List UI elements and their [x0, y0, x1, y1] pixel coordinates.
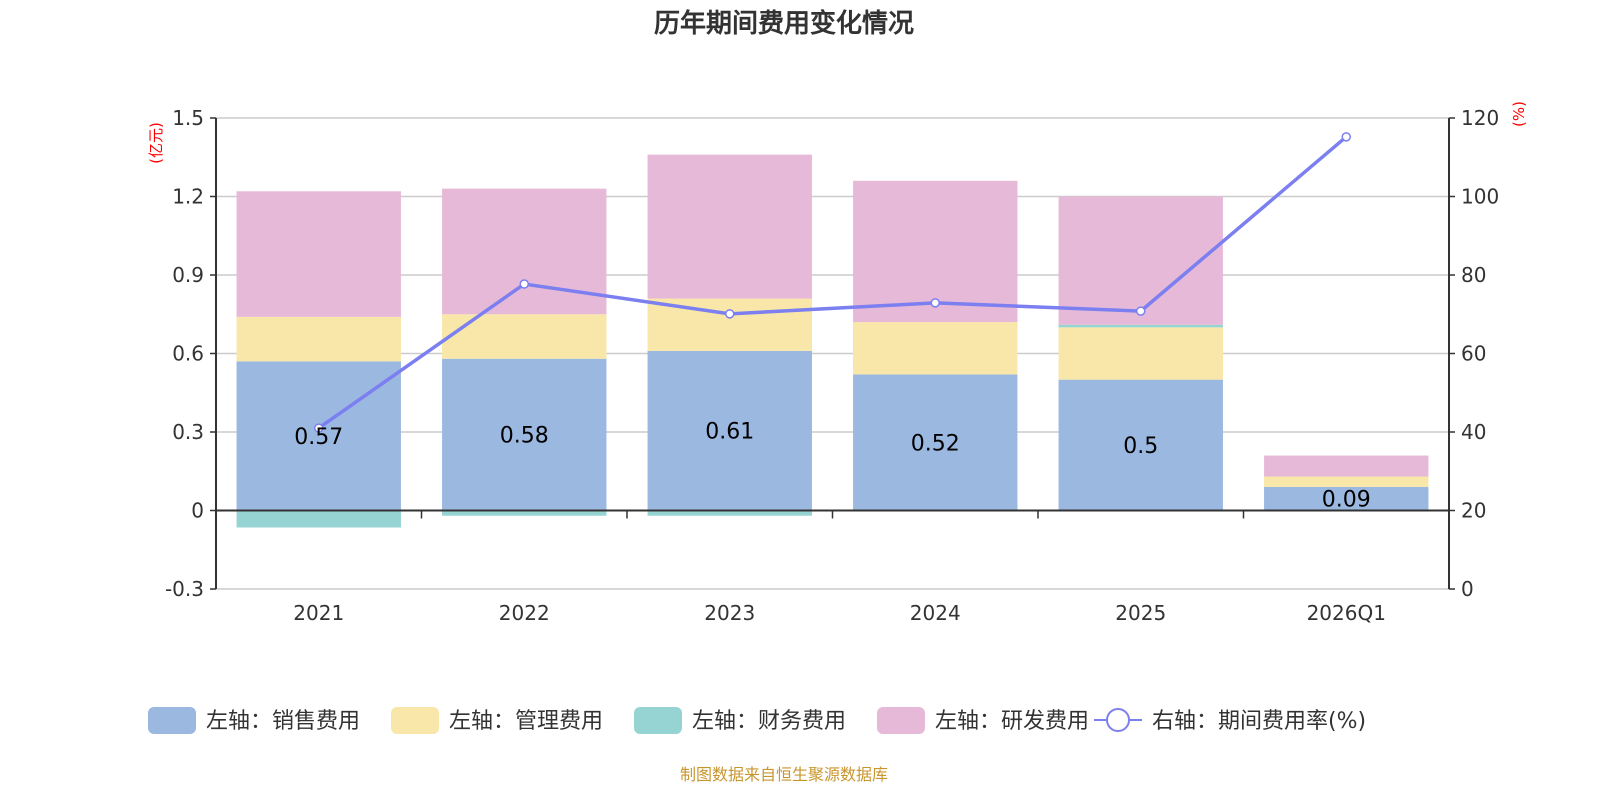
bar-segment — [853, 374, 1018, 511]
data-label: 0.5 — [1123, 434, 1158, 459]
bar-segment — [647, 154, 812, 299]
rate-line — [314, 132, 1351, 433]
legend-swatch — [634, 707, 682, 734]
rate-point — [725, 309, 735, 319]
bar-segment — [1058, 196, 1223, 325]
bar-segment — [1058, 327, 1223, 380]
bar-segment — [236, 510, 401, 528]
left-axis-tick-label: 1.2 — [172, 185, 204, 209]
x-axis-tick-label: 2022 — [499, 601, 550, 625]
legend-item: 左轴：管理费用 — [391, 707, 603, 734]
x-axis-tick-label: 2021 — [293, 601, 344, 625]
left-axis-tick-label: 0.3 — [172, 420, 204, 444]
legend-marker-icon — [1106, 708, 1130, 732]
left-axis-tick-label: 0.9 — [172, 263, 204, 287]
legend-item: 左轴：财务费用 — [634, 707, 846, 734]
data-label: 0.57 — [294, 425, 343, 450]
x-axis-tick-label: 2026Q1 — [1307, 601, 1386, 625]
source-note: 制图数据来自恒生聚源数据库 — [680, 765, 888, 784]
legend-item: 右轴：期间费用率(%) — [1094, 708, 1366, 734]
right-axis-tick-label: 0 — [1461, 577, 1474, 601]
right-axis-tick-label: 100 — [1461, 185, 1499, 209]
bar-segment — [442, 188, 607, 315]
bar-segment — [236, 316, 401, 362]
data-label: 0.09 — [1322, 488, 1371, 513]
bar-segment — [1058, 324, 1223, 328]
data-label: 0.61 — [705, 420, 754, 445]
chart-title: 历年期间费用变化情况 — [654, 8, 914, 39]
legend: 左轴：销售费用 左轴：管理费用 左轴：财务费用 左轴：研发费用 右轴：期间费用率(%) — [148, 707, 1366, 734]
left-axis-tick-label: 1.5 — [172, 106, 204, 130]
bar-segment — [853, 322, 1018, 375]
x-axis-tick-label: 2023 — [704, 601, 755, 625]
data-label: 0.58 — [500, 424, 549, 449]
legend-item: 左轴：研发费用 — [877, 707, 1089, 734]
data-label: 0.52 — [911, 431, 960, 456]
bar-segment — [442, 314, 607, 359]
bar-segment — [236, 191, 401, 317]
legend-label: 左轴：销售费用 — [206, 709, 360, 734]
x-axis-tick-label: 2024 — [910, 601, 961, 625]
legend-label: 右轴：期间费用率(%) — [1152, 709, 1366, 734]
bar-segment — [236, 361, 401, 511]
rate-point — [314, 423, 324, 433]
rate-point — [519, 279, 529, 289]
right-axis-tick-label: 20 — [1461, 499, 1486, 523]
bar-segment — [1264, 476, 1429, 487]
left-axis-tick-label: 0 — [191, 499, 204, 523]
legend-swatch — [148, 707, 196, 734]
left-axis-tick-label: 0.6 — [172, 342, 204, 366]
legend-label: 左轴：研发费用 — [935, 709, 1089, 734]
data-labels: 0.57 0.58 0.61 0.52 0.5 0.09 — [294, 420, 1370, 513]
rate-point — [1136, 306, 1146, 316]
bar-segment — [1058, 379, 1223, 511]
legend-label: 左轴：管理费用 — [449, 709, 603, 734]
grid-lines — [216, 117, 1449, 590]
bars — [236, 154, 1429, 528]
bar-segment — [647, 350, 812, 511]
right-axis-unit: (%) — [1510, 101, 1528, 127]
rate-point — [1341, 132, 1351, 142]
right-axis-tick-label: 80 — [1461, 263, 1486, 287]
rate-point — [930, 298, 940, 308]
bar-segment — [442, 510, 607, 516]
right-axis-tick-label: 40 — [1461, 420, 1486, 444]
rate-line-path — [317, 135, 1348, 430]
right-axis-tick-label: 60 — [1461, 342, 1486, 366]
x-axis-tick-label: 2025 — [1115, 601, 1166, 625]
legend-swatch — [877, 707, 925, 734]
bar-segment — [1264, 486, 1429, 511]
axes: -0.3 0 0.3 0.6 0.9 1.2 1.5 0 20 40 60 80 100 120 2021 2… — [165, 106, 1499, 625]
legend-item: 左轴：销售费用 — [148, 707, 360, 734]
legend-label: 左轴：财务费用 — [692, 709, 846, 734]
bar-segment — [442, 358, 607, 511]
bar-segment — [647, 510, 812, 516]
left-axis-tick-label: -0.3 — [165, 577, 204, 601]
left-axis-unit: (亿元) — [147, 122, 165, 164]
right-axis-tick-label: 120 — [1461, 106, 1499, 130]
bar-segment — [1264, 455, 1429, 477]
legend-swatch — [391, 707, 439, 734]
